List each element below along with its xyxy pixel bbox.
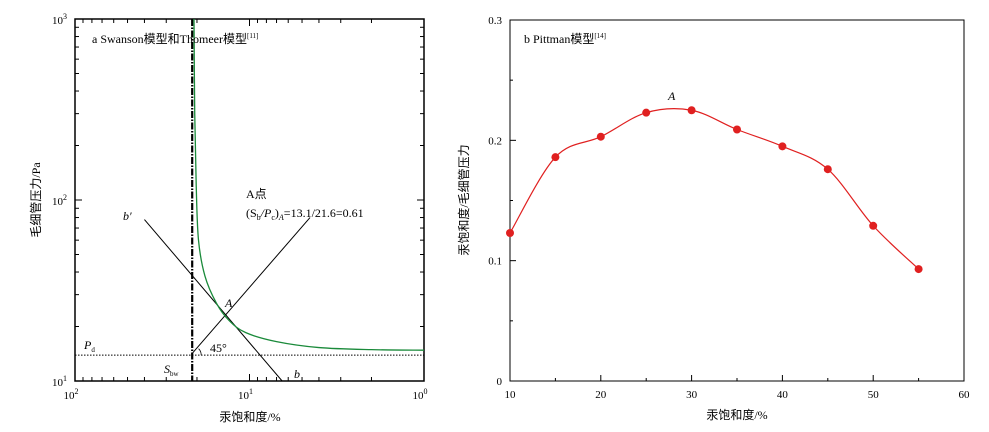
chart-b-plot-frame <box>509 19 965 382</box>
chart-a-y-tick-exp: 2 <box>63 193 67 202</box>
chart-b-y-tick-label: 0.3 <box>488 15 502 27</box>
chart-a-y-axis-label: 毛细管压力/Pa <box>28 162 43 238</box>
chart-b-series-line <box>509 108 920 270</box>
chart-a-y-tick-base: 10 <box>52 196 64 208</box>
chart-a-x-tick-base: 10 <box>413 390 425 402</box>
chart-b-series <box>506 106 923 274</box>
chart-b-y-axis-label: 汞饱和度/毛细管压力 <box>456 144 471 255</box>
chart-a-series-curve <box>193 18 425 351</box>
chart-b-x-tick-label: 20 <box>595 389 607 401</box>
chart-a-line-45 <box>191 217 311 354</box>
chart-a-line-b <box>144 219 283 382</box>
chart-a-x-tick-exp: 0 <box>424 387 428 396</box>
chart-b-data-point <box>506 228 514 237</box>
chart-b-data-point <box>596 132 605 141</box>
chart-a-y-tick-exp: 1 <box>63 374 67 383</box>
chart-b: 10 20 30 40 50 60 0 0.1 0.2 0.3 b Pittman模型[14] A… <box>456 15 970 422</box>
chart-b-data-point <box>642 108 651 117</box>
chart-a-y-tick-label: 103 <box>52 12 67 27</box>
chart-a-y-tick-label: 102 <box>52 193 67 208</box>
chart-b-y-tick-label: 0.1 <box>488 256 502 268</box>
chart-b-data-point <box>914 265 923 274</box>
chart-b-data-point <box>551 153 560 162</box>
chart-b-tick-labels: 10 20 30 40 50 60 0 0.1 0.2 0.3 <box>488 15 970 401</box>
chart-a-b-label: b <box>294 367 300 381</box>
chart-b-x-tick-label: 30 <box>686 389 698 401</box>
chart-b-data-point <box>733 125 741 134</box>
chart-b-x-tick-label: 60 <box>959 389 971 401</box>
chart-a-b-prime-label: b′ <box>123 209 132 223</box>
chart-a-y-tick-base: 10 <box>52 15 64 27</box>
chart-a-y-tick-exp: 3 <box>63 12 67 21</box>
chart-a-x-tick-base: 10 <box>64 390 76 402</box>
chart-a-x-tick-exp: 2 <box>75 387 79 396</box>
chart-a-sbr-label: Sbw <box>164 362 180 378</box>
chart-b-x-axis-label: 汞饱和度/% <box>706 407 767 422</box>
chart-b-x-tick-label: 40 <box>777 389 789 401</box>
chart-a-point-a-label: A <box>224 296 233 310</box>
chart-b-ticks <box>509 19 965 382</box>
chart-a-x-axis-label: 汞饱和度/% <box>219 409 280 424</box>
chart-a-angle-label: 45° <box>210 341 227 355</box>
chart-a-lines <box>75 18 425 382</box>
chart-a-y-tick-base: 10 <box>52 377 64 389</box>
chart-a-ticks <box>74 18 425 382</box>
chart-a-a-point-title: A点 <box>246 187 267 201</box>
chart-a-x-tick-label: 101 <box>238 387 253 402</box>
chart-b-y-tick-label: 0 <box>497 376 503 388</box>
chart-b-title: b Pittman模型[14] <box>524 32 606 46</box>
chart-b-data-point <box>869 221 878 230</box>
chart-a-x-tick-label: 102 <box>64 387 79 402</box>
chart-a-y-tick-label: 101 <box>52 374 67 389</box>
chart-a-x-tick-label: 100 <box>413 387 428 402</box>
chart-a-formula: (Sb/Pc)A=13.1/21.6=0.61 <box>246 206 364 222</box>
chart-a-x-tick-exp: 1 <box>249 387 253 396</box>
chart-b-point-a-label: A <box>667 89 676 103</box>
chart-b-data-point <box>687 106 696 115</box>
chart-a-title: a Swanson模型和Thomeer模型[11] <box>92 32 258 46</box>
chart-b-x-tick-label: 10 <box>505 389 517 401</box>
chart-b-data-point <box>778 142 787 151</box>
chart-a-pd-label: Pd <box>83 338 95 354</box>
chart-b-x-tick-label: 50 <box>868 389 880 401</box>
chart-a-x-tick-base: 10 <box>238 390 250 402</box>
chart-b-data-point <box>823 165 832 174</box>
chart-a-angle-arc <box>198 348 202 356</box>
chart-b-y-tick-label: 0.2 <box>488 135 502 147</box>
